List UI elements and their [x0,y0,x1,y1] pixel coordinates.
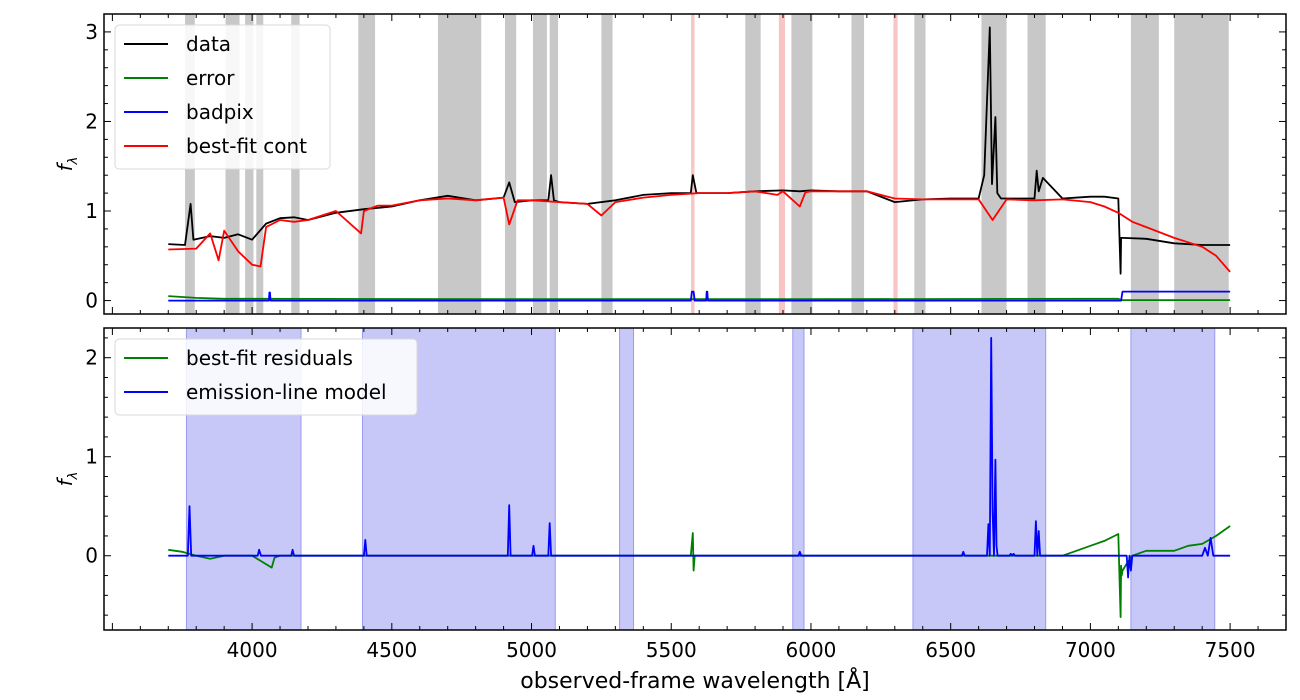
series-line-best-fit-cont [168,190,1231,273]
masked-region-pink [893,14,898,314]
legend-label: emission-line model [186,380,387,404]
x-tick-label: 6500 [925,638,976,662]
series-line-badpix [168,290,1231,302]
legend-frame [114,24,331,170]
legend-label: data [186,32,231,56]
y-tick-label: 0 [85,289,98,313]
masked-region-gray [1174,14,1229,314]
y-tick-label: 2 [85,346,98,370]
fit-region-blue [619,328,635,630]
legend: data error badpix best-fit cont [114,24,331,170]
masked-region-gray [437,14,482,314]
masked-region-gray [745,14,761,314]
y-tick-label: 3 [85,20,98,44]
masked-region-pink [778,14,785,314]
y-tick-label: 0 [85,544,98,568]
x-tick-label: 4000 [227,638,278,662]
x-tick-label: 7000 [1065,638,1116,662]
legend-label: best-fit cont [186,134,307,158]
x-axis-label: observed-frame wavelength [Å] [520,667,870,694]
plot-area [168,14,1231,314]
x-tick-label: 7500 [1205,638,1256,662]
bottom-panel: 0 1 2 4000 4500 5000 5500 6000 6500 7000 7500 fλ obs… [53,327,1287,694]
masked-region-gray [1130,14,1159,314]
axes-frame [103,327,1287,631]
y-tick-label: 2 [85,109,98,133]
masked-region-gray [532,14,547,314]
series-line-emission-line-model [168,336,1231,579]
x-tick-label: 5500 [646,638,697,662]
x-tick-label: 5000 [506,638,557,662]
y-tick-label: 1 [85,445,98,469]
masked-region-gray [358,14,376,314]
axes-frame [103,13,1287,315]
masked-region-gray [914,14,926,314]
legend-frame [114,338,418,416]
legend-label: error [186,66,235,90]
x-tick-label: 6000 [786,638,837,662]
masked-region-gray [549,14,559,314]
legend-label: best-fit residuals [186,346,353,370]
masked-region-gray [601,14,613,314]
series-line-error [168,295,1231,302]
top-panel: 0 1 2 3 fλ data error badpix best-fit cont [53,13,1287,315]
masked-region-gray [1027,14,1046,314]
fit-region-blue [912,328,1047,630]
legend: best-fit residuals emission-line model [114,338,418,416]
masked-region-pink [691,14,695,314]
y-axis-label: fλ [53,157,81,172]
fit-region-blue [1130,328,1216,630]
fit-region-blue [792,328,805,630]
masked-region-gray [851,14,865,314]
series-line-best-fit-residuals [168,525,1231,618]
masked-region-gray [504,14,517,314]
x-tick-label: 4500 [366,638,417,662]
masked-region-gray [981,14,1007,314]
y-axis-label: fλ [53,472,81,487]
legend-label: badpix [186,100,254,124]
masked-region-gray [791,14,813,314]
y-tick-label: 1 [85,199,98,223]
